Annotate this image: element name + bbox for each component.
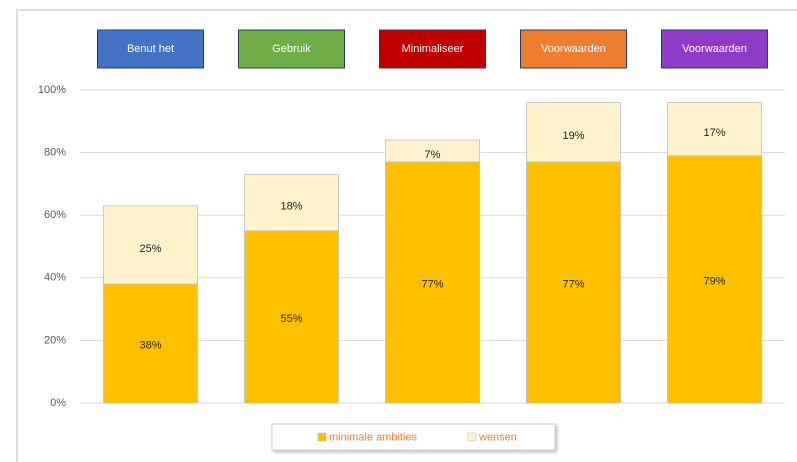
data-label: 17% xyxy=(703,127,725,139)
bar-segment xyxy=(667,102,762,157)
category-box xyxy=(97,29,204,69)
data-label: 38% xyxy=(139,339,161,351)
data-label: 25% xyxy=(139,243,161,255)
data-label: 77% xyxy=(421,278,443,290)
bar-segment xyxy=(385,161,480,404)
bar-segment xyxy=(385,139,480,163)
legend-swatch xyxy=(467,432,477,442)
category-box xyxy=(238,29,345,69)
category-label: Minimaliseer xyxy=(402,43,464,55)
bar-segment xyxy=(526,161,621,404)
category-box xyxy=(661,29,768,69)
category-box xyxy=(379,29,486,69)
bar-segment xyxy=(526,102,621,163)
data-label: 79% xyxy=(703,275,725,287)
category-label: Voorwaarden xyxy=(682,43,747,55)
data-label: 7% xyxy=(425,149,441,161)
data-label: 77% xyxy=(562,278,584,290)
legend-label: wensen xyxy=(478,431,517,443)
category-label: Gebruik xyxy=(272,43,311,55)
y-tick-label: 20% xyxy=(44,334,66,346)
y-tick-label: 40% xyxy=(44,272,66,284)
bar-segment xyxy=(244,230,339,404)
bar-segment xyxy=(103,205,198,285)
y-tick-label: 0% xyxy=(50,397,66,409)
bar-segment xyxy=(667,155,762,404)
legend-swatch xyxy=(317,432,327,442)
category-label: Benut het xyxy=(127,43,174,55)
bar-segment xyxy=(103,283,198,404)
data-label: 19% xyxy=(562,130,584,142)
data-label: 18% xyxy=(280,201,302,213)
y-tick-label: 80% xyxy=(44,147,66,159)
category-box xyxy=(520,29,627,69)
y-tick-label: 100% xyxy=(38,84,66,96)
category-label: Voorwaarden xyxy=(541,43,606,55)
data-label: 55% xyxy=(280,313,302,325)
bar-segment xyxy=(244,174,339,232)
legend-label: minimale ambities xyxy=(329,431,418,443)
y-tick-label: 60% xyxy=(44,209,66,221)
